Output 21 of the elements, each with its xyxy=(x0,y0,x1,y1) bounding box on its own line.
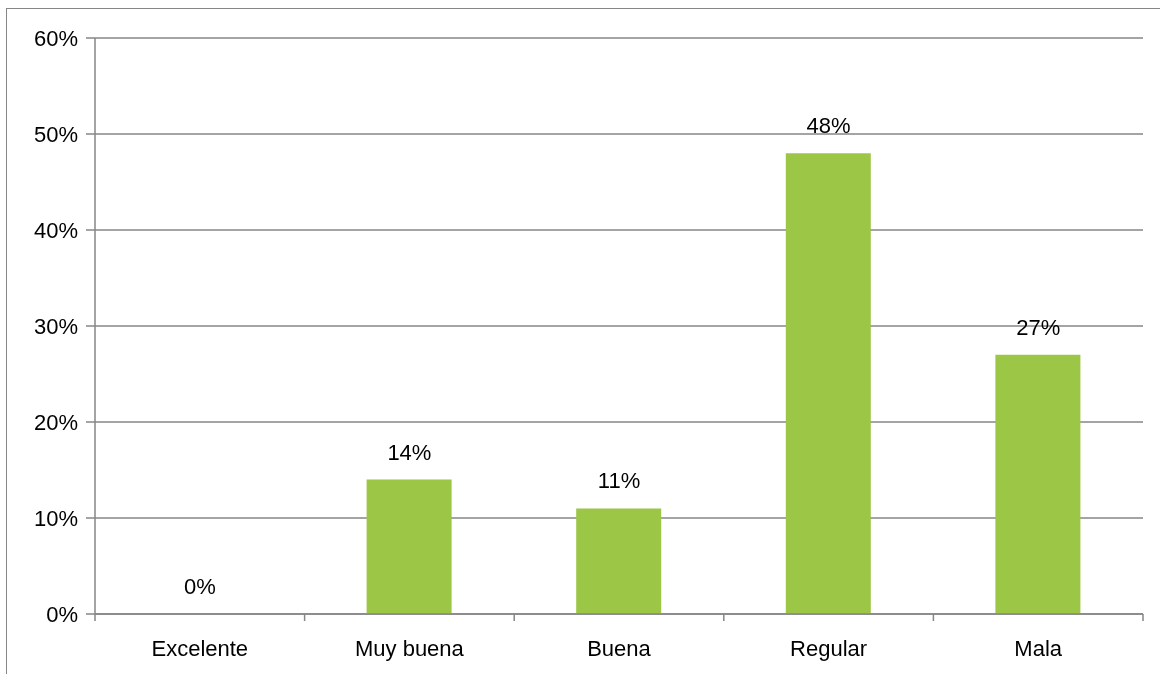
data-label: 0% xyxy=(183,574,216,599)
y-tick-label: 0% xyxy=(46,601,78,627)
x-tick-label: Muy buena xyxy=(354,636,465,661)
y-tick-label: 30% xyxy=(33,313,78,339)
y-tick-label: 60% xyxy=(33,25,78,51)
y-tick-label: 40% xyxy=(33,217,78,243)
data-label: 11% xyxy=(597,468,641,494)
data-label: 14% xyxy=(387,439,432,465)
y-tick-label: 20% xyxy=(33,409,78,435)
x-tick-label: Mala xyxy=(1014,636,1063,661)
bar xyxy=(366,479,452,614)
y-tick-label: 50% xyxy=(33,121,78,147)
x-tick-label: Excelente xyxy=(151,636,249,661)
bar xyxy=(785,153,871,614)
bar xyxy=(995,354,1081,614)
y-tick-label: 10% xyxy=(33,505,78,531)
bar xyxy=(576,508,662,614)
x-tick-label: Buena xyxy=(587,636,652,661)
x-tick-label: Regular xyxy=(790,636,868,661)
data-label: 27% xyxy=(1016,314,1061,340)
data-label: 48% xyxy=(806,113,851,139)
